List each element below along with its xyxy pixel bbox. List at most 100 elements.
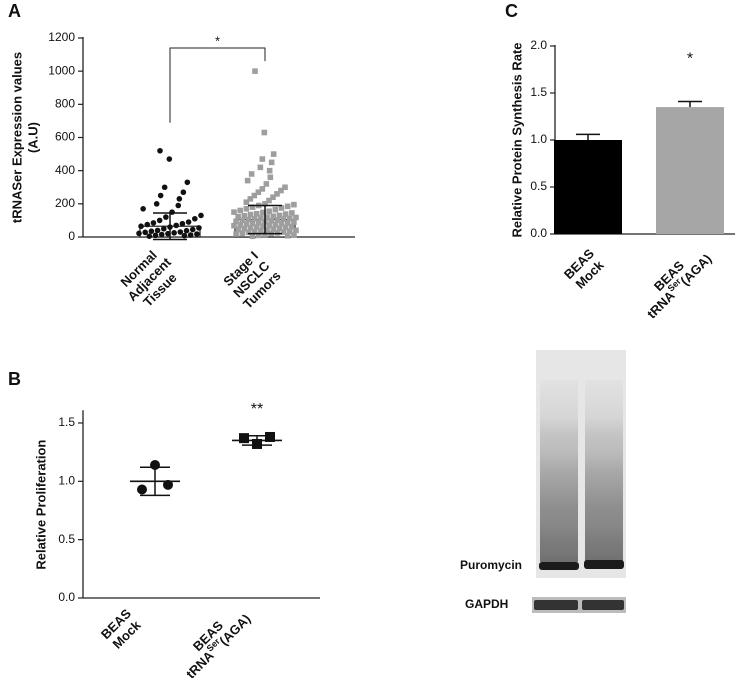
significance-bracket bbox=[169, 47, 266, 123]
data-point bbox=[138, 223, 144, 230]
data-point bbox=[287, 215, 293, 222]
data-point bbox=[282, 224, 289, 231]
panel-label: B bbox=[8, 369, 21, 389]
data-point bbox=[258, 215, 264, 221]
blot-lane bbox=[585, 380, 623, 562]
y-tick-label: 200 bbox=[55, 196, 75, 210]
data-point bbox=[245, 216, 252, 223]
data-point bbox=[270, 194, 276, 200]
y-axis-label: (A.U) bbox=[25, 122, 40, 153]
data-point bbox=[237, 222, 243, 228]
data-point bbox=[231, 209, 237, 215]
data-point bbox=[239, 433, 249, 444]
data-point bbox=[247, 211, 254, 218]
data-point bbox=[189, 226, 196, 233]
data-point bbox=[184, 179, 191, 186]
data-point bbox=[272, 206, 279, 213]
data-point bbox=[270, 151, 277, 157]
data-point bbox=[181, 232, 188, 239]
bar bbox=[554, 140, 622, 234]
data-point bbox=[154, 227, 161, 234]
blot-lane bbox=[540, 380, 578, 562]
y-tick-label: 1.0 bbox=[58, 473, 75, 487]
data-point bbox=[233, 218, 239, 225]
data-point bbox=[196, 225, 202, 231]
y-tick-label: 0.5 bbox=[530, 179, 547, 193]
data-point bbox=[249, 233, 256, 239]
data-point bbox=[251, 192, 258, 199]
data-point bbox=[251, 228, 258, 235]
data-point bbox=[157, 192, 164, 199]
data-point bbox=[255, 189, 262, 196]
data-point bbox=[289, 223, 295, 230]
error-bar bbox=[242, 435, 272, 446]
bar bbox=[656, 107, 724, 234]
data-point bbox=[180, 189, 187, 196]
data-point bbox=[266, 222, 272, 229]
data-point bbox=[270, 226, 277, 232]
data-point bbox=[140, 206, 146, 212]
data-point bbox=[243, 206, 250, 212]
data-point bbox=[185, 219, 192, 225]
error-bar bbox=[678, 100, 702, 108]
significance: * bbox=[687, 51, 693, 68]
data-point bbox=[272, 221, 279, 228]
blot-band bbox=[584, 560, 624, 569]
y-tick-label: 1200 bbox=[48, 30, 75, 44]
data-point bbox=[265, 431, 275, 442]
data-point bbox=[252, 68, 258, 74]
data-point bbox=[194, 231, 200, 237]
data-point bbox=[259, 156, 266, 162]
y-tick-label: 2.0 bbox=[530, 38, 547, 52]
data-point bbox=[251, 215, 258, 222]
data-point bbox=[192, 215, 198, 222]
data-point bbox=[293, 227, 299, 234]
data-point bbox=[249, 220, 256, 227]
data-point bbox=[256, 219, 262, 226]
y-tick-label: 400 bbox=[55, 163, 75, 177]
blot: Puromycin GAPDH bbox=[460, 350, 626, 613]
data-point bbox=[282, 211, 289, 217]
data-point bbox=[260, 209, 266, 216]
data-point bbox=[239, 230, 246, 237]
data-point bbox=[158, 231, 165, 238]
data-point bbox=[235, 226, 241, 233]
data-point bbox=[243, 221, 250, 227]
data-point bbox=[256, 232, 262, 239]
error-bar bbox=[140, 466, 170, 497]
data-point bbox=[237, 207, 243, 214]
data-point bbox=[146, 233, 153, 239]
data-point bbox=[280, 216, 287, 222]
data-point bbox=[268, 217, 274, 224]
data-point bbox=[289, 210, 295, 216]
y-tick-label: 600 bbox=[55, 130, 75, 144]
panel-label: C bbox=[505, 1, 518, 21]
data-point bbox=[163, 214, 169, 220]
error-bar bbox=[248, 204, 282, 235]
y-axis-label: Relative Protein Synthesis Rate bbox=[509, 42, 524, 237]
data-point bbox=[248, 171, 255, 177]
data-point bbox=[284, 220, 291, 226]
significance: ** bbox=[251, 401, 263, 418]
data-point bbox=[241, 225, 248, 232]
y-axis-label: Relative Proliferation bbox=[33, 440, 48, 570]
data-point bbox=[282, 184, 288, 191]
data-point bbox=[247, 225, 254, 231]
data-point bbox=[247, 196, 254, 202]
data-point bbox=[243, 199, 250, 205]
data-point bbox=[291, 219, 297, 225]
data-point bbox=[284, 232, 291, 239]
data-point bbox=[293, 214, 299, 221]
y-axis-label: tRNASer Expression values bbox=[9, 52, 24, 223]
data-point bbox=[173, 222, 179, 229]
blot-label: Puromycin bbox=[460, 558, 522, 572]
data-point bbox=[278, 205, 285, 211]
data-point bbox=[244, 177, 251, 184]
data-point bbox=[183, 227, 190, 234]
y-tick-label: 0.5 bbox=[58, 532, 75, 546]
data-point bbox=[148, 228, 155, 234]
